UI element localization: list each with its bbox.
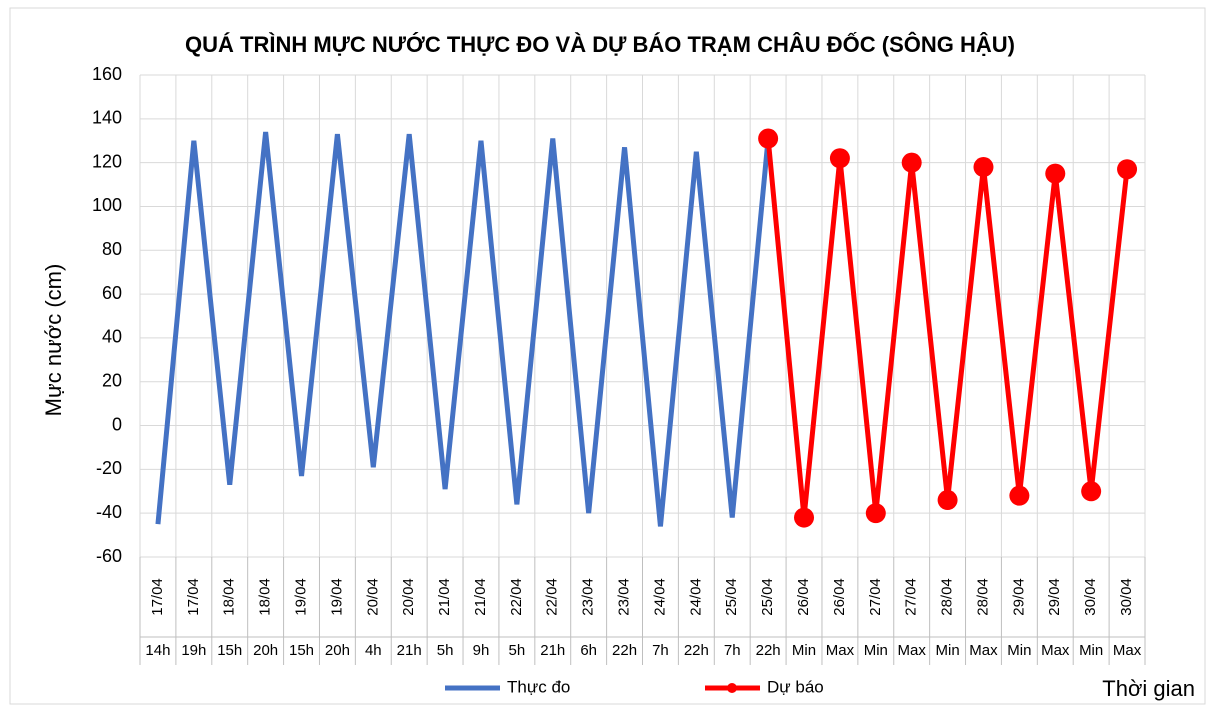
x-tick-time: Max [969,642,998,659]
x-tick-time: 6h [580,642,597,659]
x-tick-time: 7h [652,642,669,659]
chart-title: QUÁ TRÌNH MỰC NƯỚC THỰC ĐO VÀ DỰ BÁO TRẠ… [185,31,1015,57]
x-tick-time: 22h [612,642,637,659]
legend-label: Thực đo [507,677,570,696]
series-marker [758,128,779,149]
x-tick-time: 20h [325,642,350,659]
x-tick-date: 19/04 [328,578,345,616]
x-tick-time: 15h [217,642,242,659]
x-tick-date: 18/04 [221,578,238,616]
y-tick-label: -60 [96,546,122,566]
x-tick-date: 17/04 [185,578,202,616]
x-tick-date: 20/04 [364,578,381,616]
y-tick-label: -40 [96,502,122,522]
y-axis-label: Mực nước (cm) [41,264,66,417]
x-tick-date: 22/04 [508,578,525,616]
x-tick-date: 28/04 [974,578,991,616]
series-line [155,131,771,527]
y-tick-label: -20 [96,458,122,478]
x-tick-date: 29/04 [1046,578,1063,616]
y-tick-label: 60 [102,283,122,303]
x-tick-time: 9h [473,642,490,659]
x-tick-date: 24/04 [651,578,668,616]
series-marker [901,152,922,173]
x-tick-date: 25/04 [723,578,740,616]
series-marker [937,490,958,511]
x-tick-date: 26/04 [795,578,812,616]
x-tick-date: 18/04 [257,578,274,616]
y-tick-label: 100 [92,195,122,215]
y-tick-label: 40 [102,327,122,347]
x-tick-time: Max [898,642,927,659]
x-tick-date: 21/04 [436,578,453,616]
x-tick-date: 24/04 [687,578,704,616]
x-tick-date: 25/04 [759,578,776,616]
x-tick-time: 21h [540,642,565,659]
x-tick-date: 19/04 [292,578,309,616]
y-tick-label: 140 [92,108,122,128]
y-tick-label: 0 [112,414,122,434]
x-tick-time: 14h [145,642,170,659]
x-tick-time: Min [864,642,888,659]
x-tick-time: 5h [509,642,526,659]
x-tick-time: Min [792,642,816,659]
y-tick-label: 20 [102,370,122,390]
x-tick-time: Max [1113,642,1142,659]
x-tick-date: 20/04 [400,578,417,616]
x-tick-date: 30/04 [1118,578,1135,616]
x-tick-date: 21/04 [472,578,489,616]
series-marker [794,507,815,528]
series-marker [1117,159,1138,180]
y-tick-label: 160 [92,64,122,84]
x-tick-date: 17/04 [149,578,166,616]
x-tick-time: Max [1041,642,1070,659]
x-tick-date: 27/04 [867,578,884,616]
series-marker [1045,163,1066,184]
series-marker [829,148,850,169]
x-tick-time: 5h [437,642,454,659]
x-tick-date: 23/04 [580,578,597,616]
x-tick-date: 27/04 [903,578,920,616]
legend-label: Dự báo [767,677,824,696]
x-tick-date: 30/04 [1082,578,1099,616]
x-tick-time: 22h [756,642,781,659]
chart-frame [9,7,1206,705]
x-tick-date: 29/04 [1010,578,1027,616]
x-tick-time: 21h [397,642,422,659]
series-marker [1081,481,1102,502]
x-tick-time: Min [1079,642,1103,659]
x-tick-time: 15h [289,642,314,659]
series-marker [865,503,886,524]
x-axis-label: Thời gian [1102,676,1195,701]
x-tick-date: 28/04 [939,578,956,616]
x-tick-time: 20h [253,642,278,659]
x-tick-date: 23/04 [616,578,633,616]
x-tick-time: 4h [365,642,382,659]
x-tick-time: 7h [724,642,741,659]
y-tick-label: 120 [92,151,122,171]
series-marker [973,157,994,178]
series-marker [1009,485,1030,506]
x-tick-time: Min [1007,642,1031,659]
x-tick-time: Max [826,642,855,659]
x-tick-date: 22/04 [544,578,561,616]
x-tick-date: 26/04 [831,578,848,616]
legend-marker [727,683,737,693]
y-tick-label: 80 [102,239,122,259]
x-tick-time: 19h [181,642,206,659]
x-tick-time: 22h [684,642,709,659]
x-tick-time: Min [936,642,960,659]
